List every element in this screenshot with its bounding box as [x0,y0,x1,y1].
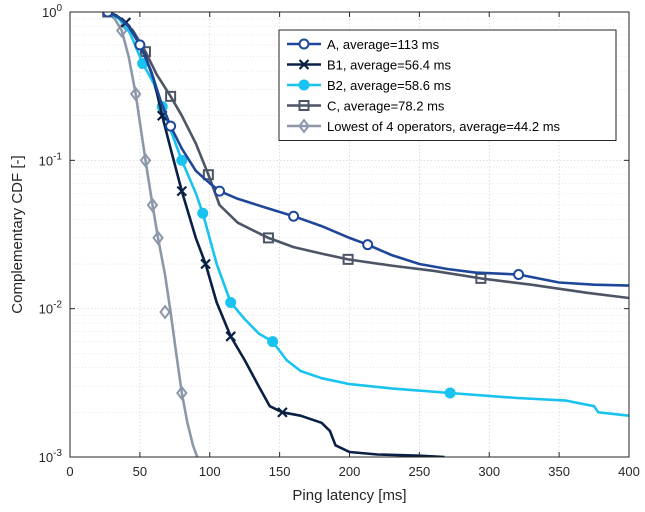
data-point [115,23,128,39]
data-point [262,232,274,244]
data-point [214,185,226,197]
x-tick-label: 50 [133,464,147,479]
data-point [298,118,310,134]
series-4 [106,12,199,457]
x-tick-label: 250 [409,464,431,479]
data-point [277,407,288,418]
data-point [267,336,279,348]
data-point [129,86,142,102]
y-axis-ticks: 100 10-1 10-2 10-3 [39,3,629,465]
y-tick-label: 10-2 [39,300,63,317]
x-tick-label: 100 [199,464,221,479]
data-point [202,169,214,181]
series-line [107,12,629,300]
data-point [298,79,310,91]
x-tick-label: 350 [548,464,570,479]
data-point [134,39,146,51]
x-tick-label: 150 [269,464,291,479]
data-point [225,297,237,309]
legend-item: A, average=113 ms [287,37,440,52]
series-layer [102,12,629,457]
data-point [342,253,354,265]
data-point [225,331,236,342]
x-axis-label: Ping latency [ms] [292,487,406,504]
series-line [106,12,199,457]
data-point [165,90,177,102]
y-tick-label: 100 [42,3,62,20]
data-point [176,185,188,197]
data-point [165,120,177,132]
y-tick-label: 10-3 [39,448,63,465]
data-point [159,304,171,320]
data-point [298,59,310,70]
legend-item: B2, average=58.6 ms [287,78,451,93]
data-point [152,230,164,246]
data-point [102,12,114,18]
x-tick-label: 300 [478,464,500,479]
data-point [197,207,209,219]
data-point [176,154,188,166]
data-point [298,100,310,111]
y-axis-label: Complementary CDF [-] [9,155,26,313]
legend-box [278,29,617,141]
data-point [200,258,211,270]
legend-label: C, average=78.2 ms [327,99,445,114]
legend-label: B2, average=58.6 ms [327,78,451,93]
legend: A, average=113 ms B1, average=56.4 ms B2, … [278,29,617,141]
series-0 [102,12,629,287]
x-tick-label: 200 [339,464,361,479]
data-point [444,387,456,399]
legend-label: B1, average=56.4 ms [327,58,451,73]
data-point [139,152,152,168]
data-point [513,268,525,280]
legend-item: Lowest of 4 operators, average=44.2 ms [287,118,561,134]
data-point [298,38,310,50]
series-line [107,12,629,287]
legend-item: B1, average=56.4 ms [287,58,451,73]
legend-label: Lowest of 4 operators, average=44.2 ms [327,119,561,134]
data-point [288,210,300,222]
y-tick-label: 10-1 [39,151,63,168]
legend-label: A, average=113 ms [327,37,440,52]
data-point [146,197,159,213]
x-axis-ticks: 0 50 100 150 200 250 300 350 400 [66,12,640,479]
data-point [176,385,188,401]
x-tick-label: 400 [618,464,640,479]
legend-item: C, average=78.2 ms [287,99,445,114]
data-point [362,239,374,251]
x-tick-label: 0 [66,464,73,479]
